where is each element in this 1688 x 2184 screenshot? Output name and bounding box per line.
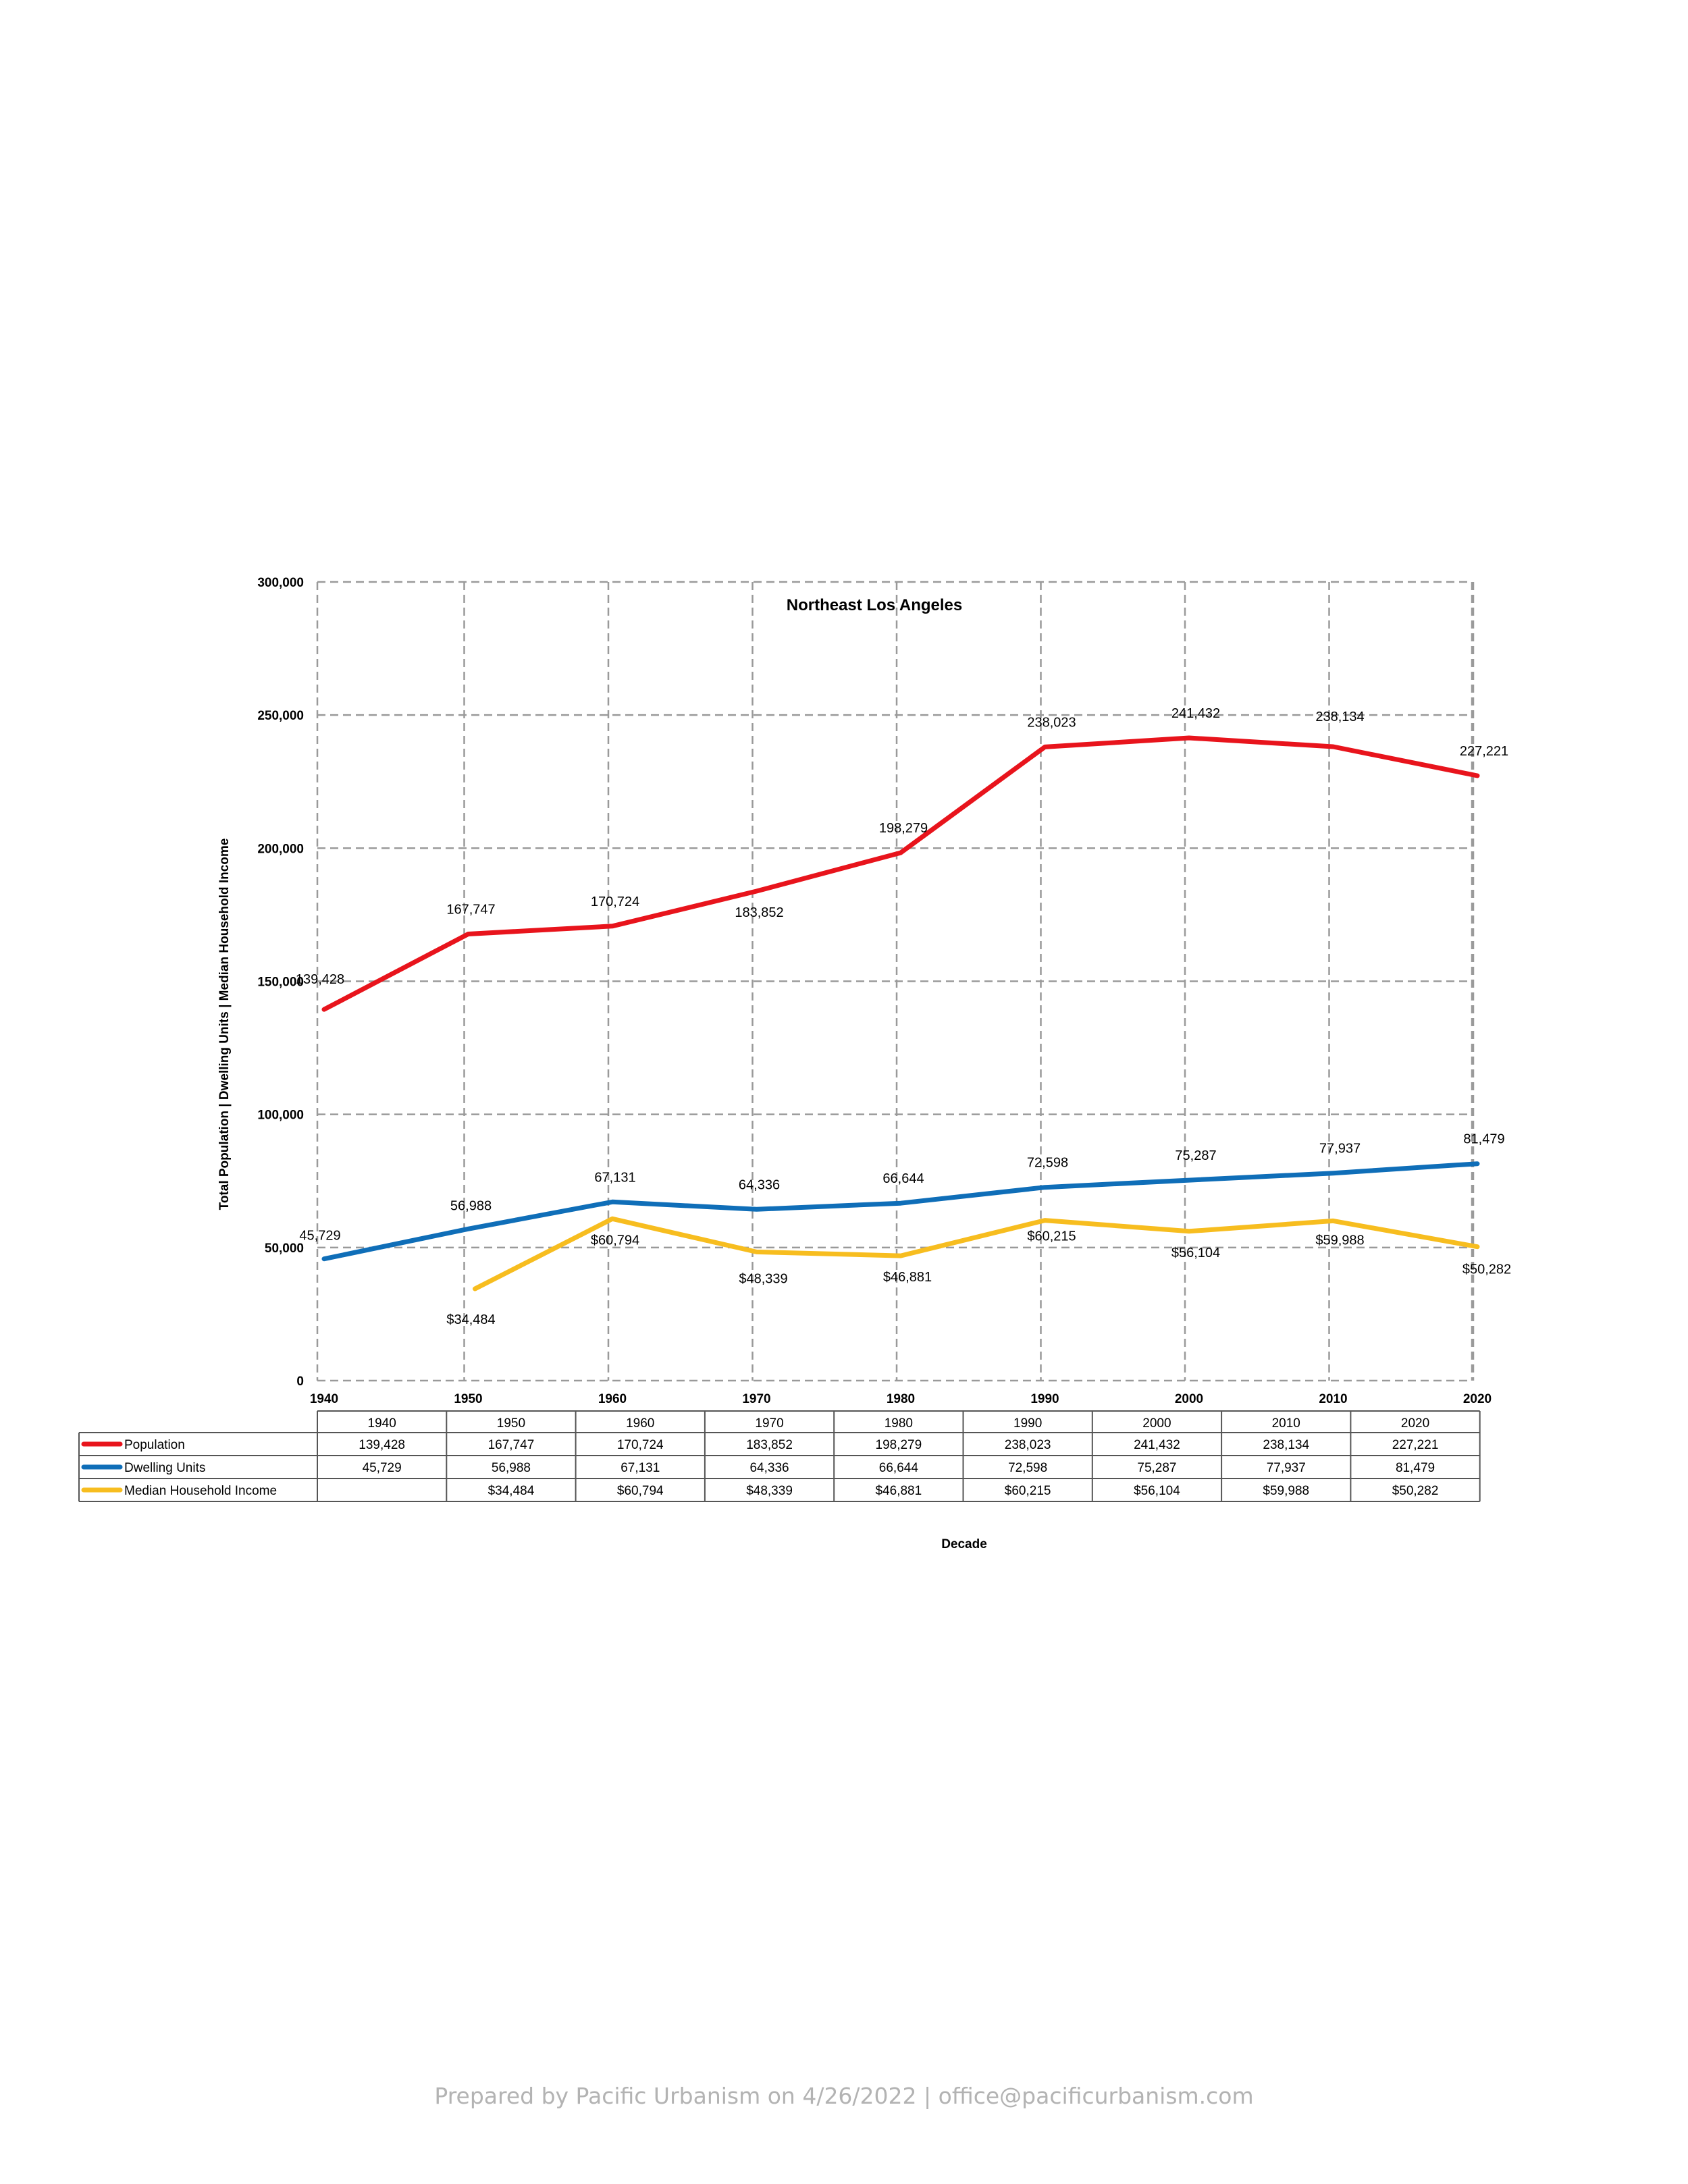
data-label: 72,598 bbox=[1027, 1156, 1068, 1171]
table-cell: 183,852 bbox=[746, 1438, 793, 1452]
data-label: 67,131 bbox=[594, 1170, 635, 1185]
data-label: 198,279 bbox=[879, 821, 928, 836]
x-tick-label: 1980 bbox=[887, 1392, 915, 1406]
data-label: $50,282 bbox=[1462, 1262, 1511, 1277]
x-axis-ticks: 1940 1950 1960 1970 1980 1990 2000 2010 2020 bbox=[310, 1392, 1492, 1406]
y-tick-label: 100,000 bbox=[257, 1109, 304, 1123]
table-header-cell: 1940 bbox=[368, 1416, 396, 1431]
data-table: 1940 1950 1960 1970 1980 1990 2000 2010 2020 Popu… bbox=[78, 1410, 1481, 1502]
table-cell: 198,279 bbox=[876, 1438, 922, 1452]
table-cell: $34,484 bbox=[488, 1484, 535, 1498]
x-tick-label: 1940 bbox=[310, 1392, 338, 1406]
data-label: 170,724 bbox=[591, 895, 639, 909]
data-label: 183,852 bbox=[735, 905, 783, 920]
table-cell: 67,131 bbox=[621, 1461, 660, 1475]
table-cell: $59,988 bbox=[1263, 1484, 1309, 1498]
table-cell: 227,221 bbox=[1392, 1438, 1439, 1452]
legend-label: Median Household Income bbox=[124, 1484, 277, 1498]
table-cell: 66,644 bbox=[879, 1461, 919, 1475]
series-line-population bbox=[321, 735, 1480, 1012]
data-label: 77,937 bbox=[1319, 1142, 1361, 1156]
y-tick-label: 300,000 bbox=[257, 576, 304, 590]
table-cell: $50,282 bbox=[1392, 1484, 1439, 1498]
table-header-cell: 2020 bbox=[1401, 1416, 1429, 1431]
table-header-cell: 1950 bbox=[497, 1416, 525, 1431]
table-cell: 75,287 bbox=[1137, 1461, 1176, 1475]
data-label: 81,479 bbox=[1463, 1132, 1504, 1147]
table-header-cell: 2000 bbox=[1142, 1416, 1171, 1431]
series-layer bbox=[321, 735, 1480, 1291]
table-cell: 170,724 bbox=[617, 1438, 664, 1452]
table-cell: 45,729 bbox=[363, 1461, 402, 1475]
data-label: $56,104 bbox=[1171, 1246, 1220, 1260]
data-label: 227,221 bbox=[1460, 744, 1508, 759]
table-cell: 77,937 bbox=[1267, 1461, 1306, 1475]
data-label: 167,747 bbox=[446, 903, 495, 917]
x-tick-label: 2000 bbox=[1175, 1392, 1203, 1406]
x-tick-label: 1970 bbox=[742, 1392, 770, 1406]
x-axis-title: Decade bbox=[941, 1537, 987, 1551]
footer-credit: Prepared by Pacific Urbanism on 4/26/202… bbox=[434, 2083, 1254, 2109]
table-cell: 81,479 bbox=[1396, 1461, 1435, 1475]
table-cell: 238,023 bbox=[1005, 1438, 1051, 1452]
x-tick-label: 1950 bbox=[454, 1392, 482, 1406]
legend-label: Dwelling Units bbox=[124, 1461, 205, 1475]
x-tick-label: 2010 bbox=[1319, 1392, 1347, 1406]
table-cell: 64,336 bbox=[749, 1461, 789, 1475]
series-line-dwelling-units bbox=[321, 1161, 1480, 1262]
y-tick-label: 150,000 bbox=[257, 976, 304, 990]
series-line-median-household-income bbox=[473, 1216, 1480, 1291]
x-tick-label: 1990 bbox=[1030, 1392, 1059, 1406]
table-cell: 72,598 bbox=[1008, 1461, 1047, 1475]
table-cell: 241,432 bbox=[1134, 1438, 1180, 1452]
legend-label: Population bbox=[124, 1438, 185, 1452]
y-axis-title: Total Population | Dwelling Units | Medi… bbox=[217, 838, 232, 1210]
data-label: $34,484 bbox=[446, 1312, 495, 1327]
chart-title: Northeast Los Angeles bbox=[787, 596, 963, 614]
data-label: 238,023 bbox=[1027, 715, 1076, 730]
y-tick-label: 200,000 bbox=[257, 842, 304, 856]
x-tick-label: 2020 bbox=[1463, 1392, 1492, 1406]
data-label: $59,988 bbox=[1315, 1233, 1364, 1248]
table-cell: $46,881 bbox=[876, 1484, 922, 1498]
table-cell: 56,988 bbox=[492, 1461, 531, 1475]
table-header-cell: 1970 bbox=[755, 1416, 783, 1431]
data-label: 66,644 bbox=[882, 1171, 924, 1186]
table-cell: $60,215 bbox=[1005, 1484, 1051, 1498]
table-header-cell: 1960 bbox=[626, 1416, 654, 1431]
data-label: 75,287 bbox=[1175, 1148, 1216, 1163]
data-labels: 139,428 167,747 170,724 183,852 198,279 238,0… bbox=[296, 706, 1511, 1327]
data-label: $60,794 bbox=[591, 1233, 639, 1248]
data-label: $60,215 bbox=[1027, 1229, 1076, 1244]
data-label: 238,134 bbox=[1315, 710, 1364, 724]
y-tick-label: 50,000 bbox=[265, 1242, 304, 1256]
table-cell: $48,339 bbox=[746, 1484, 793, 1498]
y-tick-label: 250,000 bbox=[257, 709, 304, 723]
data-label: 64,336 bbox=[739, 1177, 780, 1192]
table-cell: $60,794 bbox=[617, 1484, 664, 1498]
data-label: $48,339 bbox=[739, 1271, 787, 1286]
table-cell: $56,104 bbox=[1134, 1484, 1180, 1498]
table-cell: 238,134 bbox=[1263, 1438, 1309, 1452]
data-label: 45,729 bbox=[299, 1229, 340, 1244]
table-cell: 139,428 bbox=[359, 1438, 405, 1452]
table-header-cell: 2010 bbox=[1272, 1416, 1300, 1431]
x-tick-label: 1960 bbox=[598, 1392, 627, 1406]
data-label: 241,432 bbox=[1171, 706, 1220, 721]
data-label: 56,988 bbox=[450, 1198, 492, 1213]
grid-layer bbox=[316, 581, 1475, 1382]
data-label: $46,881 bbox=[883, 1270, 932, 1285]
table-cell: 167,747 bbox=[488, 1438, 535, 1452]
y-axis-ticks: 0 50,000 100,000 150,000 200,000 250,000 300,0… bbox=[257, 576, 304, 1389]
data-label: 139,428 bbox=[296, 972, 344, 987]
y-tick-label: 0 bbox=[296, 1375, 304, 1389]
table-header-cell: 1990 bbox=[1013, 1416, 1042, 1431]
table-header-cell: 1980 bbox=[885, 1416, 913, 1431]
